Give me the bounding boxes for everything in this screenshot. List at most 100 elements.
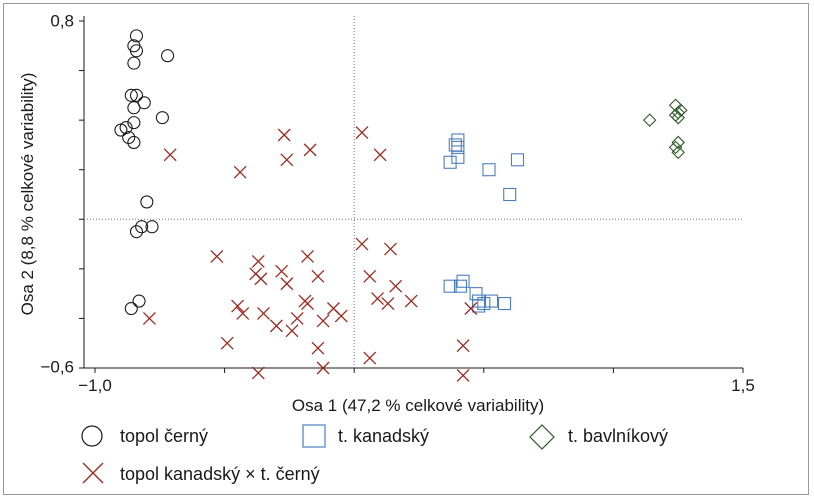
point-kanadsky	[448, 138, 462, 152]
point-hybrid	[233, 165, 247, 179]
point-topol-cerny	[129, 88, 144, 102]
point-topol-cerny	[124, 301, 138, 316]
point-topol-cerny	[140, 195, 154, 209]
legend-item-bavlnikovy: t. bavlníkový	[529, 424, 668, 450]
point-kanadsky	[451, 140, 465, 154]
point-bavlnikovy	[671, 145, 685, 160]
point-topol-cerny	[155, 111, 169, 125]
point-topol-cerny	[137, 96, 151, 110]
point-hybrid	[210, 250, 224, 263]
x-tick-label-right: 1,5	[731, 376, 755, 395]
point-topol-cerny	[127, 101, 141, 115]
point-bavlnikovy	[671, 135, 685, 150]
point-bavlnikovy	[668, 140, 683, 155]
point-kanadsky	[451, 133, 465, 147]
legend-label-kanadsky: t. kanadský	[338, 426, 429, 446]
point-topol-cerny	[127, 135, 141, 149]
legend-diamond-marker	[529, 424, 555, 450]
point-topol-cerny	[127, 56, 141, 70]
point-topol-cerny	[124, 88, 138, 102]
point-kanadsky	[443, 279, 457, 293]
point-kanadsky	[510, 153, 525, 167]
point-hybrid	[311, 269, 325, 283]
point-hybrid	[464, 302, 478, 315]
point-topol-cerny	[135, 220, 149, 234]
point-kanadsky	[485, 294, 499, 308]
point-hybrid	[301, 250, 315, 263]
legend-label-bavlnikovy: t. bavlníkový	[568, 426, 668, 446]
y-axis-label: Osa 2 (8,8 % celkové variability)	[18, 73, 37, 316]
point-kanadsky	[451, 150, 465, 164]
point-kanadsky	[453, 279, 468, 293]
legend-label-topol-cerny: topol černý	[120, 426, 208, 446]
point-topol-cerny	[132, 294, 146, 308]
point-hybrid	[236, 307, 250, 320]
point-hybrid	[275, 264, 289, 278]
point-hybrid	[251, 366, 265, 380]
point-topol-cerny	[114, 123, 128, 137]
legend-item-kanadsky: t. kanadský	[302, 424, 429, 448]
point-topol-cerny	[122, 130, 136, 145]
y-tick-label-bottom: −0,6	[40, 357, 74, 376]
data-points	[114, 29, 688, 382]
point-kanadsky	[497, 297, 512, 311]
point-hybrid	[285, 324, 299, 338]
point-kanadsky	[472, 299, 486, 313]
legend-square-marker	[302, 424, 326, 448]
axis-ticks	[79, 20, 744, 373]
x-tick-label-left: −1,0	[78, 376, 112, 395]
point-hybrid	[363, 351, 377, 365]
x-axis-label: Osa 1 (47,2 % celkové variability)	[292, 396, 544, 415]
point-hybrid	[316, 361, 330, 375]
legend-label-hybrid: topol kanadský × t. černý	[120, 464, 320, 484]
point-hybrid	[355, 237, 369, 251]
point-hybrid	[384, 242, 397, 256]
legend: topol černý t. kanadský t. bavlníkový to…	[81, 424, 668, 484]
point-topol-cerny	[129, 44, 144, 58]
point-hybrid	[298, 294, 312, 308]
point-hybrid	[142, 311, 156, 325]
point-hybrid	[254, 272, 268, 286]
point-hybrid	[290, 311, 304, 325]
point-hybrid	[251, 254, 265, 268]
legend-circle-marker	[81, 425, 103, 447]
point-kanadsky	[503, 187, 517, 202]
point-topol-cerny	[161, 49, 175, 63]
plot-area	[79, 16, 744, 382]
point-kanadsky	[477, 297, 491, 311]
point-bavlnikovy	[671, 110, 685, 125]
point-hybrid	[371, 292, 384, 306]
point-hybrid	[316, 314, 330, 328]
point-hybrid	[456, 339, 470, 353]
figure-frame	[3, 3, 809, 495]
point-hybrid	[311, 341, 325, 355]
point-kanadsky	[443, 155, 457, 169]
point-bavlnikovy	[642, 113, 657, 127]
point-hybrid	[355, 126, 369, 139]
point-topol-cerny	[129, 29, 144, 43]
point-hybrid	[373, 148, 387, 162]
point-topol-cerny	[127, 116, 141, 130]
y-tick-label-top: 0,8	[50, 11, 74, 30]
point-hybrid	[280, 153, 294, 167]
point-hybrid	[456, 368, 470, 382]
point-hybrid	[303, 143, 317, 157]
legend-x-marker	[82, 462, 104, 484]
point-hybrid	[257, 307, 270, 320]
point-hybrid	[389, 279, 403, 293]
point-hybrid	[277, 128, 291, 142]
legend-item-topol-cerny: topol černý	[81, 425, 208, 447]
point-hybrid	[404, 294, 418, 308]
point-kanadsky	[482, 163, 496, 177]
point-topol-cerny	[145, 220, 159, 234]
point-hybrid	[220, 336, 234, 350]
point-hybrid	[381, 297, 395, 311]
point-hybrid	[280, 277, 294, 291]
reference-lines	[84, 16, 743, 368]
point-hybrid	[363, 269, 377, 283]
point-topol-cerny	[129, 225, 144, 239]
legend-item-hybrid: topol kanadský × t. černý	[82, 462, 320, 484]
point-hybrid	[163, 148, 177, 162]
point-kanadsky	[456, 274, 470, 288]
